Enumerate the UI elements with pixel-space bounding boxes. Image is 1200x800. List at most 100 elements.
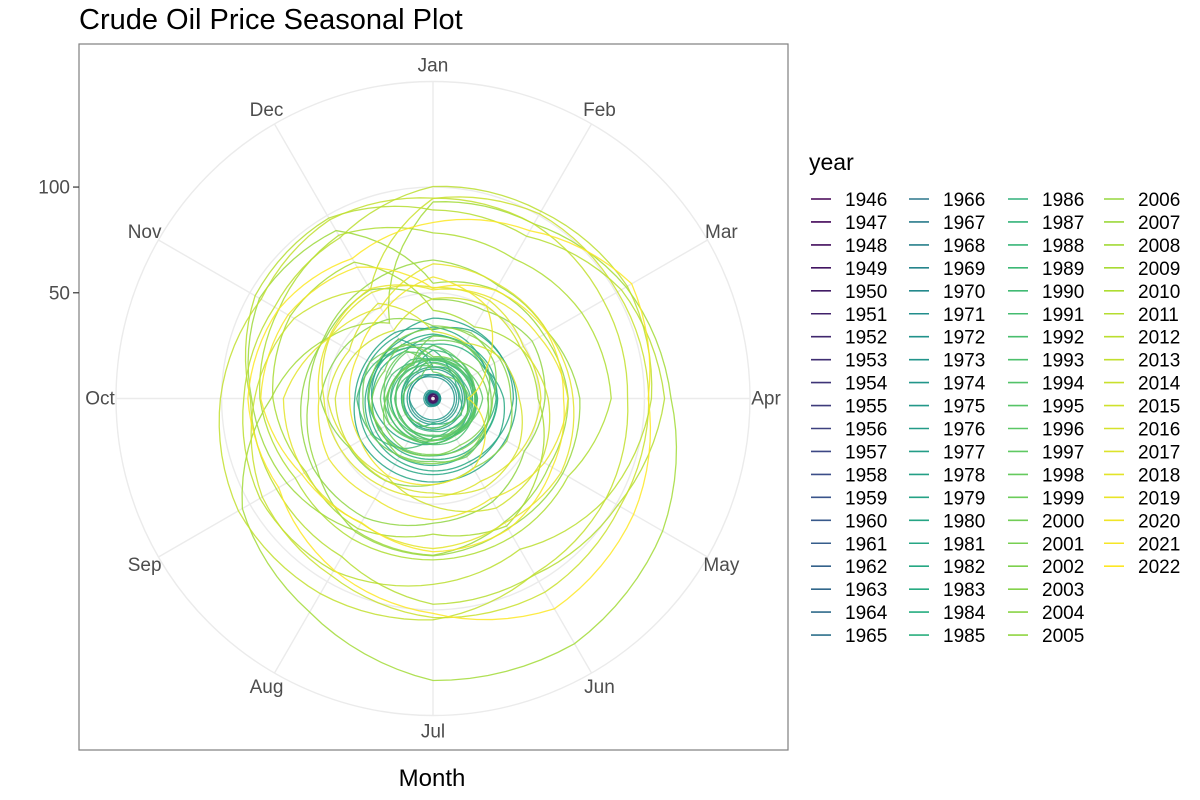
legend-item: 1965 xyxy=(811,626,887,647)
series-line-2017 xyxy=(321,284,542,498)
legend-label: 1967 xyxy=(943,213,985,234)
month-label: Mar xyxy=(705,222,738,243)
grid-spoke xyxy=(432,239,708,400)
legend-item: 1988 xyxy=(1008,236,1084,257)
legend-label: 2001 xyxy=(1042,534,1084,555)
legend-item: 1987 xyxy=(1008,213,1084,234)
legend-item: 2009 xyxy=(1104,259,1180,280)
series-line-1995 xyxy=(395,359,476,437)
legend-label: 2022 xyxy=(1138,557,1180,578)
legend-label: 1969 xyxy=(943,259,985,280)
legend-label: 1983 xyxy=(943,580,985,601)
legend-item: 1971 xyxy=(909,305,985,326)
legend-label: 1952 xyxy=(845,328,887,349)
legend-item: 1972 xyxy=(909,328,985,349)
legend-item: 2000 xyxy=(1008,511,1084,532)
legend-label: 1990 xyxy=(1042,282,1084,303)
series-line-2022 xyxy=(247,218,652,621)
series-line-1999 xyxy=(383,349,471,442)
legend-label: 2014 xyxy=(1138,374,1181,395)
legend-label: 2020 xyxy=(1138,511,1180,532)
legend-label: 2013 xyxy=(1138,351,1180,372)
month-label: Jan xyxy=(418,56,449,77)
legend-item: 1976 xyxy=(909,420,985,441)
legend-label: 1996 xyxy=(1042,420,1084,441)
series-line-2015 xyxy=(334,297,551,513)
legend-item: 1994 xyxy=(1008,374,1085,395)
legend-label: 2008 xyxy=(1138,236,1180,257)
chart-title: Crude Oil Price Seasonal Plot xyxy=(79,4,463,36)
legend-title: year xyxy=(809,149,854,175)
legend-item: 2005 xyxy=(1008,626,1084,647)
legend-label: 1964 xyxy=(845,603,888,624)
legend-item: 1991 xyxy=(1008,305,1084,326)
legend-item: 2017 xyxy=(1104,442,1180,463)
legend-label: 1976 xyxy=(943,420,985,441)
legend: year 19461947194819491950195119521953195… xyxy=(809,149,1181,647)
legend-label: 1951 xyxy=(845,305,887,326)
legend-label: 2004 xyxy=(1042,603,1085,624)
legend-item: 1956 xyxy=(811,420,887,441)
legend-item: 1989 xyxy=(1008,259,1084,280)
legend-item: 2004 xyxy=(1008,603,1085,624)
month-label: Feb xyxy=(583,100,616,121)
grid-spoke xyxy=(432,397,708,558)
month-label: Jul xyxy=(421,722,445,743)
series-line-2005 xyxy=(300,287,546,527)
legend-item: 1992 xyxy=(1008,328,1084,349)
month-label: Aug xyxy=(250,677,284,698)
legend-item: 1982 xyxy=(909,557,985,578)
legend-label: 1946 xyxy=(845,190,887,211)
legend-label: 1968 xyxy=(943,236,985,257)
series-line-2021 xyxy=(260,266,565,553)
legend-label: 1979 xyxy=(943,488,985,509)
legend-label: 1995 xyxy=(1042,397,1084,418)
legend-label: 1975 xyxy=(943,397,985,418)
legend-item: 1962 xyxy=(811,557,887,578)
month-labels: Jan Feb Mar Apr May Jun Jul Aug Sep Oct Nov Dec xyxy=(85,56,781,743)
legend-item: 1985 xyxy=(909,626,985,647)
series-line-1997 xyxy=(387,344,476,441)
legend-item: 1973 xyxy=(909,351,985,372)
legend-item: 1958 xyxy=(811,465,887,486)
legend-label: 2021 xyxy=(1138,534,1180,555)
legend-item: 2012 xyxy=(1104,328,1180,349)
legend-item: 1997 xyxy=(1008,442,1084,463)
legend-item: 1983 xyxy=(909,580,985,601)
legend-item: 1974 xyxy=(909,374,986,395)
legend-item: 1955 xyxy=(811,397,887,418)
y-tick-label: 100 xyxy=(38,178,70,199)
month-label: Dec xyxy=(250,100,284,121)
series-line-2020 xyxy=(348,276,494,486)
legend-label: 2006 xyxy=(1138,190,1180,211)
legend-item: 1964 xyxy=(811,603,888,624)
legend-label: 1991 xyxy=(1042,305,1084,326)
legend-item: 2013 xyxy=(1104,351,1180,372)
legend-label: 2015 xyxy=(1138,397,1180,418)
legend-label: 2003 xyxy=(1042,580,1084,601)
legend-label: 1950 xyxy=(845,282,887,303)
legend-item: 1996 xyxy=(1008,420,1084,441)
month-label: Nov xyxy=(128,222,162,243)
legend-label: 2018 xyxy=(1138,465,1180,486)
legend-item: 1968 xyxy=(909,236,985,257)
legend-item: 1967 xyxy=(909,213,985,234)
legend-label: 1973 xyxy=(943,351,985,372)
series-line-2012 xyxy=(242,185,653,587)
legend-label: 1989 xyxy=(1042,259,1084,280)
legend-item: 1954 xyxy=(811,374,888,395)
legend-label: 1972 xyxy=(943,328,985,349)
legend-label: 2009 xyxy=(1138,259,1180,280)
legend-item: 1986 xyxy=(1008,190,1084,211)
series-line-2002 xyxy=(371,343,490,457)
legend-item: 1946 xyxy=(811,190,887,211)
grid-spoke xyxy=(432,398,593,674)
series-line-1986 xyxy=(400,349,463,427)
series-line-2003 xyxy=(368,327,497,465)
legend-label: 2010 xyxy=(1138,282,1180,303)
legend-item: 2014 xyxy=(1104,374,1181,395)
legend-item: 1981 xyxy=(909,534,985,555)
series-line-1988 xyxy=(403,361,472,433)
y-axis: 50 100 xyxy=(38,178,79,304)
